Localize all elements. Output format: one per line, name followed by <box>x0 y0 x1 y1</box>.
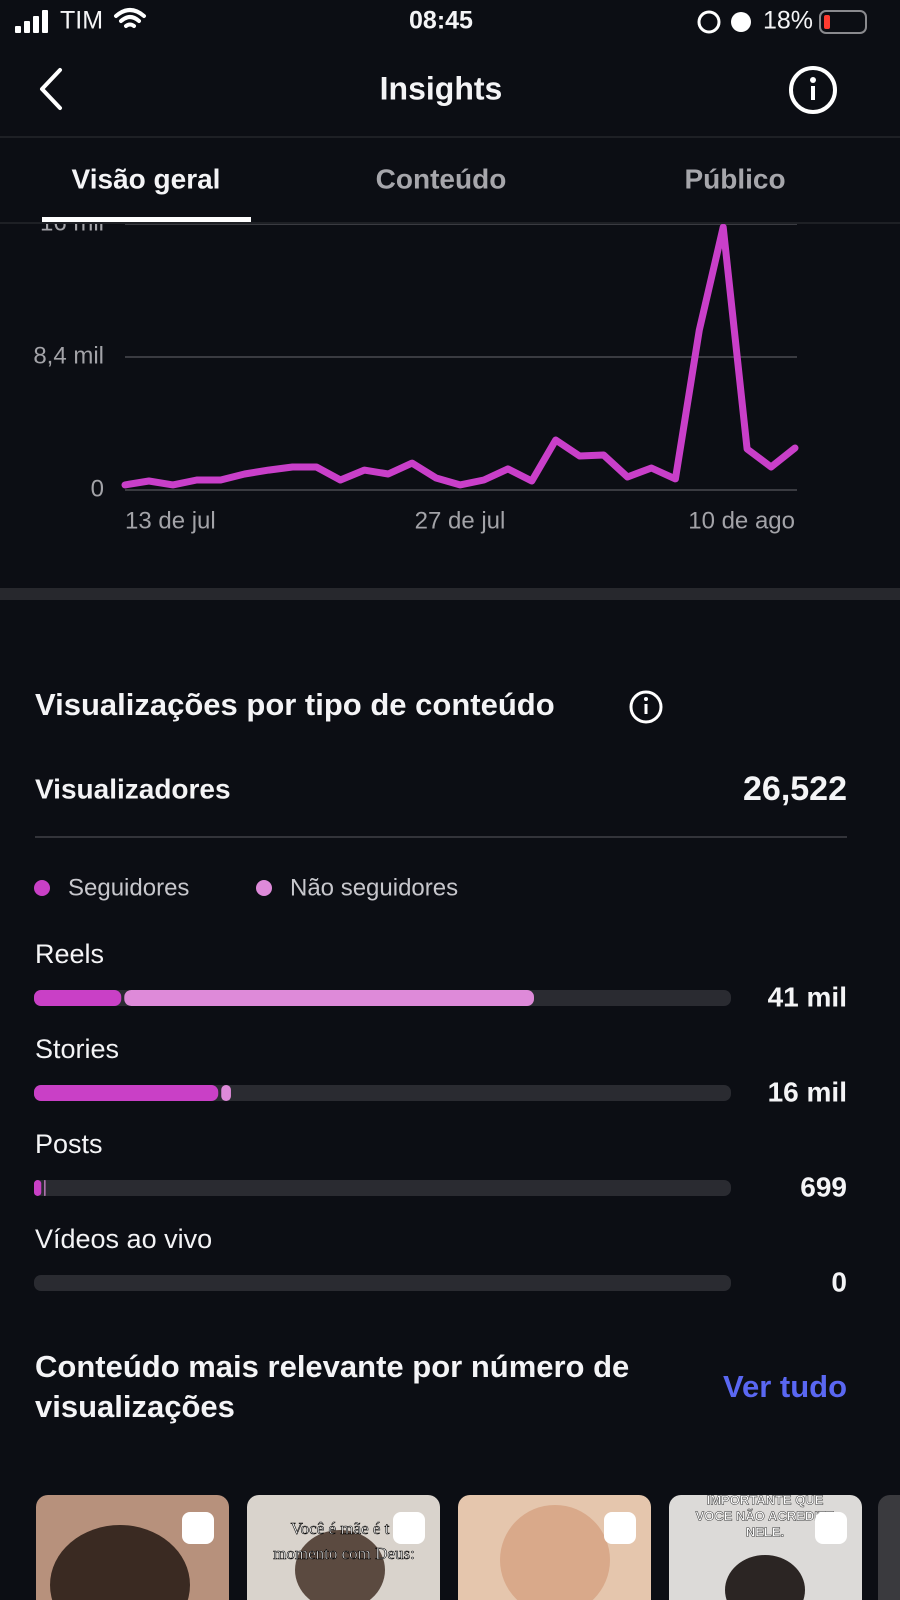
bar-segment <box>44 1180 46 1196</box>
see-all-link[interactable]: Ver tudo <box>723 1369 847 1404</box>
reel-icon <box>393 1512 425 1544</box>
legend-label: Não seguidores <box>290 874 458 901</box>
section-title: Conteúdo mais relevante por número de <box>35 1349 629 1384</box>
total-label: 41 mil <box>768 981 847 1012</box>
signal-bar <box>24 21 30 33</box>
info-circle <box>789 66 837 114</box>
battery-text: 18% <box>763 7 813 35</box>
legend-label: Seguidores <box>68 874 189 901</box>
x-tick-label: 10 de ago <box>688 507 795 534</box>
bar-segment <box>34 1085 219 1101</box>
bar-segment <box>34 990 122 1006</box>
info-glyph <box>644 704 648 714</box>
bar-track <box>34 1180 731 1196</box>
category-label: Stories <box>35 1034 119 1064</box>
back-button[interactable] <box>40 68 62 110</box>
reel-icon <box>182 1512 214 1544</box>
category-label: Reels <box>35 939 104 969</box>
thumbnail-caption: VOCE NÃO ACREDITE <box>696 1508 835 1523</box>
reel-icon <box>604 1512 636 1544</box>
line-chart: 0 8,4 mil 16 mil 13 de jul 27 de jul 10 de ag… <box>33 209 799 534</box>
thumbnail-image <box>500 1505 610 1600</box>
bar-segment <box>124 990 534 1006</box>
section-title: visualizações <box>35 1389 235 1424</box>
thumbnail-caption: NELE. <box>746 1524 784 1539</box>
thumbnail[interactable] <box>669 1495 862 1600</box>
bar-track <box>34 1275 731 1291</box>
tab[interactable]: Conteúdo <box>376 163 507 194</box>
category-label: Vídeos ao vivo <box>35 1224 212 1254</box>
clock: 08:45 <box>409 7 473 35</box>
tab-active[interactable]: Visão geral <box>72 163 221 194</box>
total-label: 699 <box>800 1171 847 1202</box>
legend-dot <box>34 880 50 896</box>
thumbnail-image <box>725 1555 805 1600</box>
thumbnail-image <box>50 1525 190 1600</box>
battery-level <box>824 15 830 29</box>
y-tick-label: 16 mil <box>40 209 104 236</box>
signal-bar <box>42 10 48 33</box>
bar-segment <box>34 1180 42 1196</box>
reel-icon <box>815 1512 847 1544</box>
info-glyph <box>811 86 815 100</box>
header-title: Insights <box>380 70 503 106</box>
viewers-value: 26,522 <box>743 770 847 808</box>
section-title: Visualizações por tipo de conteúdo <box>35 687 555 722</box>
signal-bar <box>15 26 21 33</box>
rotation-lock-icon <box>697 10 721 34</box>
thumbnail-caption: IMPORTANTE QUE <box>707 1492 824 1507</box>
battery-icon <box>819 10 867 34</box>
line-series <box>121 224 799 489</box>
info-glyph <box>644 697 648 701</box>
x-tick-label: 27 de jul <box>415 507 506 534</box>
total-label: 16 mil <box>768 1076 847 1107</box>
signal-bar <box>33 16 39 33</box>
thumbnail[interactable] <box>878 1495 900 1600</box>
bar-chart: Seguidores Não seguidores Reels 41 mil Stori… <box>34 874 847 1297</box>
info-button[interactable] <box>629 690 663 724</box>
x-tick-label: 13 de jul <box>125 507 216 534</box>
y-tick-label: 8,4 mil <box>33 342 104 369</box>
tab-indicator <box>42 217 251 222</box>
thumbnails: Você é mãe é t momento com Deus: IMPORTA… <box>36 1492 900 1600</box>
tab[interactable]: Público <box>684 163 785 194</box>
info-circle <box>629 690 663 724</box>
alarm-icon <box>731 12 751 32</box>
bar-segment <box>221 1085 231 1101</box>
thumbnail-image <box>295 1530 385 1600</box>
carrier: TIM <box>60 7 103 35</box>
thumbnail-caption: momento com Deus: <box>273 1544 415 1563</box>
category-label: Posts <box>35 1129 103 1159</box>
y-tick-label: 0 <box>91 475 104 502</box>
section-separator <box>0 588 900 600</box>
status-bar: TIM 08:45 18% <box>15 7 867 35</box>
thumbnail-caption: Você é mãe é t <box>291 1519 390 1538</box>
total-label: 0 <box>831 1266 847 1297</box>
info-glyph <box>810 77 816 83</box>
info-button[interactable] <box>789 66 837 114</box>
reel-icons <box>182 1512 847 1544</box>
legend-dot <box>256 880 272 896</box>
viewers-label: Visualizadores <box>35 773 231 804</box>
wifi-icon <box>114 8 146 28</box>
